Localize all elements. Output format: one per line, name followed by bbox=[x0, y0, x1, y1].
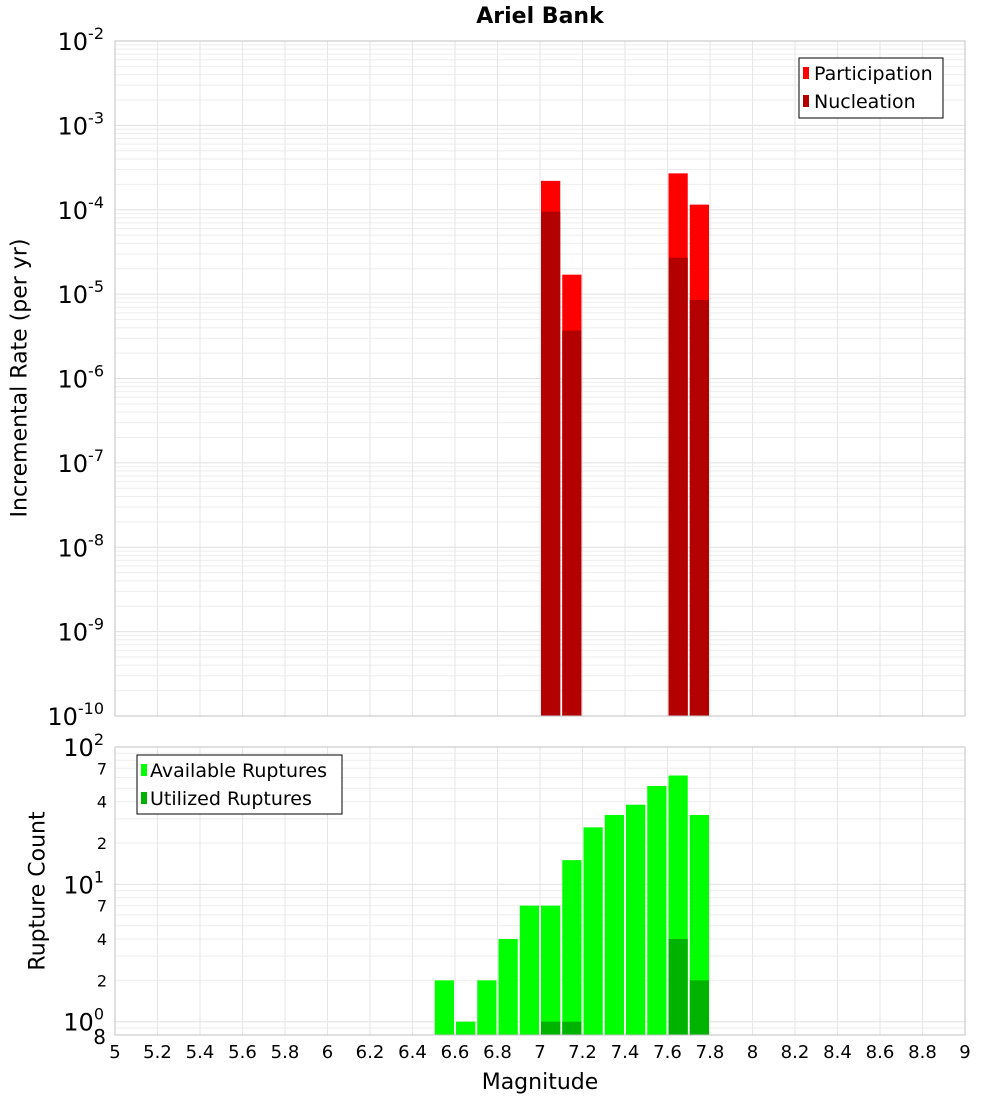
x-axis-label: Magnitude bbox=[481, 1070, 599, 1095]
utilized-ruptures-bar bbox=[668, 939, 688, 1035]
x-tick-label: 8.8 bbox=[908, 1042, 937, 1063]
nucleation-bar bbox=[562, 330, 582, 716]
available-ruptures-bar bbox=[647, 786, 667, 1035]
available-ruptures-bar bbox=[519, 905, 539, 1035]
x-tick-label: 9 bbox=[959, 1042, 970, 1063]
bottom-legend-swatch bbox=[141, 792, 147, 804]
bottom-plot-frame bbox=[114, 746, 966, 1036]
x-tick-label: 7.6 bbox=[653, 1042, 682, 1063]
available-ruptures-bar bbox=[541, 905, 561, 1035]
available-ruptures-bar bbox=[583, 827, 603, 1035]
bottom-legend-label: Available Ruptures bbox=[150, 760, 327, 782]
x-tick-label: 5.4 bbox=[186, 1042, 215, 1063]
bottom-y-tick-label: 102 bbox=[63, 730, 104, 762]
top-legend-label: Nucleation bbox=[814, 91, 916, 113]
x-tick-label: 6.8 bbox=[483, 1042, 512, 1063]
x-tick-label: 8.2 bbox=[781, 1042, 810, 1063]
x-tick-label: 6.6 bbox=[441, 1042, 470, 1063]
bottom-y-tick-label: 2 bbox=[97, 834, 107, 853]
nucleation-bar bbox=[668, 257, 688, 716]
nucleation-bar bbox=[689, 300, 709, 716]
x-tick-label: 5.8 bbox=[271, 1042, 300, 1063]
nucleation-bar bbox=[541, 211, 561, 716]
bottom-y-tick-label: 100 bbox=[63, 1005, 104, 1037]
available-ruptures-bar bbox=[434, 980, 454, 1035]
top-legend-swatch bbox=[803, 95, 809, 107]
x-tick-label: 8 bbox=[747, 1042, 758, 1063]
bottom-legend-box bbox=[136, 754, 343, 815]
top-y-tick-label: 10-4 bbox=[58, 193, 105, 225]
bottom-legend-swatch bbox=[141, 764, 147, 776]
top-y-tick-label: 10-2 bbox=[58, 24, 105, 56]
x-tick-label: 8.6 bbox=[866, 1042, 895, 1063]
utilized-ruptures-bar bbox=[562, 1021, 582, 1035]
x-tick-label: 5.2 bbox=[143, 1042, 172, 1063]
x-tick-label: 6.2 bbox=[356, 1042, 385, 1063]
top-y-tick-label: 10-8 bbox=[58, 530, 105, 562]
x-tick-label: 7.8 bbox=[696, 1042, 725, 1063]
bottom-y-tick-label: 4 bbox=[97, 930, 107, 949]
x-tick-label: 5 bbox=[109, 1042, 120, 1063]
bottom-y-tick-label: 8 bbox=[93, 1025, 106, 1049]
x-tick-label: 7 bbox=[534, 1042, 545, 1063]
available-ruptures-bar bbox=[477, 980, 497, 1035]
top-y-tick-label: 10-7 bbox=[58, 446, 105, 478]
chart-title: Ariel Bank bbox=[476, 4, 604, 29]
x-tick-label: 6 bbox=[322, 1042, 333, 1063]
top-legend-swatch bbox=[803, 67, 809, 79]
top-y-tick-label: 10-10 bbox=[47, 699, 104, 731]
available-ruptures-bar bbox=[456, 1021, 476, 1035]
top-plot-frame bbox=[114, 40, 966, 717]
bottom-y-tick-label: 7 bbox=[97, 897, 107, 916]
top-y-tick-label: 10-3 bbox=[58, 108, 105, 140]
bottom-y-tick-label: 101 bbox=[63, 867, 104, 899]
x-tick-label: 5.6 bbox=[228, 1042, 257, 1063]
x-tick-label: 7.4 bbox=[611, 1042, 640, 1063]
available-ruptures-bar bbox=[689, 814, 709, 1035]
available-ruptures-bar bbox=[498, 939, 518, 1035]
x-tick-label: 6.4 bbox=[398, 1042, 427, 1063]
x-tick-label: 8.4 bbox=[823, 1042, 852, 1063]
top-legend-label: Participation bbox=[814, 63, 933, 85]
top-y-tick-label: 10-5 bbox=[58, 277, 105, 309]
bottom-y-tick-label: 7 bbox=[97, 759, 107, 778]
available-ruptures-bar bbox=[562, 860, 582, 1035]
top-legend-box bbox=[798, 57, 944, 119]
bottom-legend-label: Utilized Ruptures bbox=[150, 788, 312, 810]
bottom-y-tick-label: 4 bbox=[97, 793, 107, 812]
utilized-ruptures-bar bbox=[541, 1021, 561, 1035]
top-y-tick-label: 10-9 bbox=[58, 615, 105, 647]
top-y-tick-label: 10-6 bbox=[58, 362, 105, 394]
utilized-ruptures-bar bbox=[689, 980, 709, 1035]
available-ruptures-bar bbox=[626, 804, 646, 1035]
bottom-y-tick-label: 2 bbox=[97, 971, 107, 990]
available-ruptures-bar bbox=[604, 814, 624, 1035]
x-tick-label: 7.2 bbox=[568, 1042, 597, 1063]
